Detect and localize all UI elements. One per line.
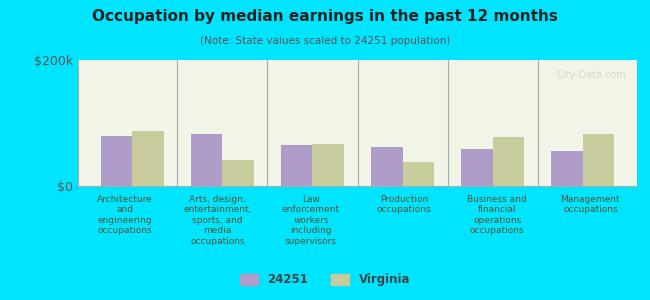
Bar [281, 145, 313, 186]
Text: Arts, design,
entertainment,
sports, and
media
occupations: Arts, design, entertainment, sports, and… [183, 195, 252, 246]
Text: Production
occupations: Production occupations [377, 195, 432, 214]
Bar [222, 160, 254, 186]
Text: Law
enforcement
workers
including
supervisors: Law enforcement workers including superv… [282, 195, 340, 246]
Bar [101, 136, 132, 186]
Bar [493, 137, 525, 186]
Text: (Note: State values scaled to 24251 population): (Note: State values scaled to 24251 popu… [200, 36, 450, 46]
Text: Management
occupations: Management occupations [560, 195, 620, 214]
Text: Architecture
and
engineering
occupations: Architecture and engineering occupations [97, 195, 153, 235]
Bar [371, 147, 402, 186]
Bar [313, 144, 344, 186]
Bar [462, 149, 493, 186]
Text: Occupation by median earnings in the past 12 months: Occupation by median earnings in the pas… [92, 9, 558, 24]
Bar [583, 134, 614, 186]
Bar [190, 134, 222, 186]
Bar [551, 151, 583, 186]
Bar [132, 130, 164, 186]
Bar [402, 162, 434, 186]
Text: Business and
financial
operations
occupations: Business and financial operations occupa… [467, 195, 527, 235]
Legend: 24251, Virginia: 24251, Virginia [235, 269, 415, 291]
Text: City-Data.com: City-Data.com [556, 70, 626, 80]
